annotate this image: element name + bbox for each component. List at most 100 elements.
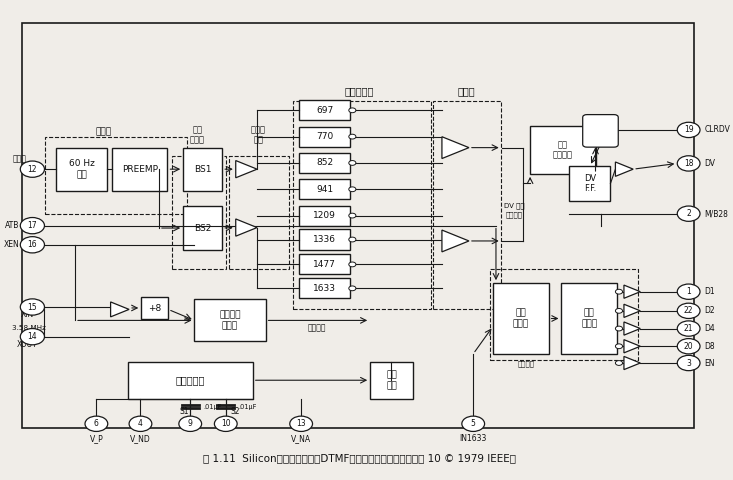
Text: 13: 13 bbox=[296, 420, 306, 428]
Text: D4: D4 bbox=[704, 324, 715, 333]
Text: 处理器: 处理器 bbox=[95, 127, 111, 136]
Circle shape bbox=[677, 338, 700, 354]
Polygon shape bbox=[442, 137, 469, 158]
Text: +8: +8 bbox=[148, 304, 161, 312]
Text: V_NA: V_NA bbox=[291, 433, 312, 443]
Polygon shape bbox=[236, 219, 257, 236]
Text: EN: EN bbox=[704, 359, 715, 368]
FancyBboxPatch shape bbox=[561, 283, 617, 354]
Text: 18: 18 bbox=[684, 159, 693, 168]
Circle shape bbox=[677, 303, 700, 319]
Text: 16: 16 bbox=[28, 240, 37, 249]
Text: 14: 14 bbox=[28, 332, 37, 341]
Circle shape bbox=[616, 309, 622, 313]
Circle shape bbox=[349, 187, 356, 192]
Polygon shape bbox=[624, 340, 641, 353]
Text: 3: 3 bbox=[686, 359, 691, 368]
Text: 15: 15 bbox=[28, 302, 37, 312]
FancyBboxPatch shape bbox=[570, 166, 611, 201]
Text: 2: 2 bbox=[686, 209, 691, 218]
FancyBboxPatch shape bbox=[128, 361, 253, 399]
Circle shape bbox=[677, 321, 700, 336]
Polygon shape bbox=[624, 356, 641, 370]
Circle shape bbox=[349, 213, 356, 218]
FancyBboxPatch shape bbox=[183, 148, 222, 191]
FancyBboxPatch shape bbox=[493, 283, 548, 354]
Text: 22: 22 bbox=[684, 306, 693, 315]
Text: 带通滤波器: 带通滤波器 bbox=[345, 86, 374, 96]
FancyBboxPatch shape bbox=[299, 205, 350, 226]
Circle shape bbox=[21, 217, 45, 234]
Text: CLR: CLR bbox=[594, 128, 608, 134]
Circle shape bbox=[616, 360, 622, 365]
Circle shape bbox=[290, 416, 312, 432]
FancyBboxPatch shape bbox=[299, 179, 350, 199]
Circle shape bbox=[21, 328, 45, 345]
Text: S2: S2 bbox=[231, 407, 240, 416]
Text: 5: 5 bbox=[471, 420, 476, 428]
Text: 1336: 1336 bbox=[313, 235, 336, 244]
Text: 941: 941 bbox=[316, 185, 334, 194]
Text: D8: D8 bbox=[704, 342, 715, 351]
FancyBboxPatch shape bbox=[299, 100, 350, 120]
Circle shape bbox=[677, 156, 700, 171]
Circle shape bbox=[616, 289, 622, 294]
Circle shape bbox=[677, 355, 700, 371]
Text: 1477: 1477 bbox=[313, 260, 336, 269]
Circle shape bbox=[349, 108, 356, 113]
Circle shape bbox=[677, 284, 700, 300]
Circle shape bbox=[349, 262, 356, 267]
Text: 4: 4 bbox=[138, 420, 143, 428]
FancyBboxPatch shape bbox=[299, 153, 350, 173]
Text: S1: S1 bbox=[180, 407, 189, 416]
Text: 9: 9 bbox=[188, 420, 193, 428]
Polygon shape bbox=[624, 304, 641, 317]
Text: XEN: XEN bbox=[4, 240, 20, 249]
FancyBboxPatch shape bbox=[583, 115, 618, 147]
Text: 输出
寄存器: 输出 寄存器 bbox=[581, 309, 597, 328]
Text: 1633: 1633 bbox=[313, 284, 336, 293]
FancyBboxPatch shape bbox=[530, 126, 595, 174]
Circle shape bbox=[21, 237, 45, 253]
Text: DV
F.F.: DV F.F. bbox=[583, 174, 596, 193]
Circle shape bbox=[616, 344, 622, 348]
FancyBboxPatch shape bbox=[194, 300, 265, 341]
Polygon shape bbox=[442, 230, 469, 252]
Text: 零交叉
检测: 零交叉 检测 bbox=[251, 125, 266, 144]
FancyBboxPatch shape bbox=[299, 229, 350, 250]
Text: XIN: XIN bbox=[21, 310, 34, 319]
Circle shape bbox=[616, 326, 622, 331]
FancyBboxPatch shape bbox=[112, 148, 167, 191]
Text: 检幅器: 检幅器 bbox=[457, 86, 475, 96]
Circle shape bbox=[129, 416, 152, 432]
FancyBboxPatch shape bbox=[299, 278, 350, 299]
Text: M/B28: M/B28 bbox=[704, 209, 728, 218]
Text: 图 1.11  Silicon系统公司的单片DTMF接收器的方框图（取自文献 10 © 1979 IEEE）: 图 1.11 Silicon系统公司的单片DTMF接收器的方框图（取自文献 10… bbox=[203, 453, 516, 463]
Text: PREEMP: PREEMP bbox=[122, 165, 158, 174]
Text: V_P: V_P bbox=[89, 433, 103, 443]
Circle shape bbox=[677, 122, 700, 138]
FancyBboxPatch shape bbox=[183, 206, 222, 250]
Text: 3.58 MHz: 3.58 MHz bbox=[12, 324, 46, 331]
Text: 12: 12 bbox=[28, 165, 37, 174]
Text: 模拟入: 模拟入 bbox=[12, 154, 26, 163]
Text: DV: DV bbox=[704, 159, 715, 168]
FancyBboxPatch shape bbox=[299, 254, 350, 275]
Text: D1: D1 bbox=[704, 287, 715, 296]
Text: CLRDV: CLRDV bbox=[704, 125, 730, 134]
Circle shape bbox=[21, 299, 45, 315]
Text: 697: 697 bbox=[316, 106, 334, 115]
Polygon shape bbox=[616, 162, 633, 176]
Text: 输出
译码器: 输出 译码器 bbox=[513, 309, 529, 328]
Text: 时钟信号
发生器: 时钟信号 发生器 bbox=[219, 311, 241, 330]
Text: BS1: BS1 bbox=[194, 165, 211, 174]
Polygon shape bbox=[236, 160, 257, 178]
Text: 6: 6 bbox=[94, 420, 99, 428]
Text: .01μF: .01μF bbox=[203, 404, 221, 410]
FancyBboxPatch shape bbox=[370, 361, 413, 399]
Text: .01μF: .01μF bbox=[238, 404, 257, 410]
FancyBboxPatch shape bbox=[299, 127, 350, 147]
Circle shape bbox=[179, 416, 202, 432]
Text: 10: 10 bbox=[221, 420, 231, 428]
Text: XOUT: XOUT bbox=[17, 340, 38, 349]
